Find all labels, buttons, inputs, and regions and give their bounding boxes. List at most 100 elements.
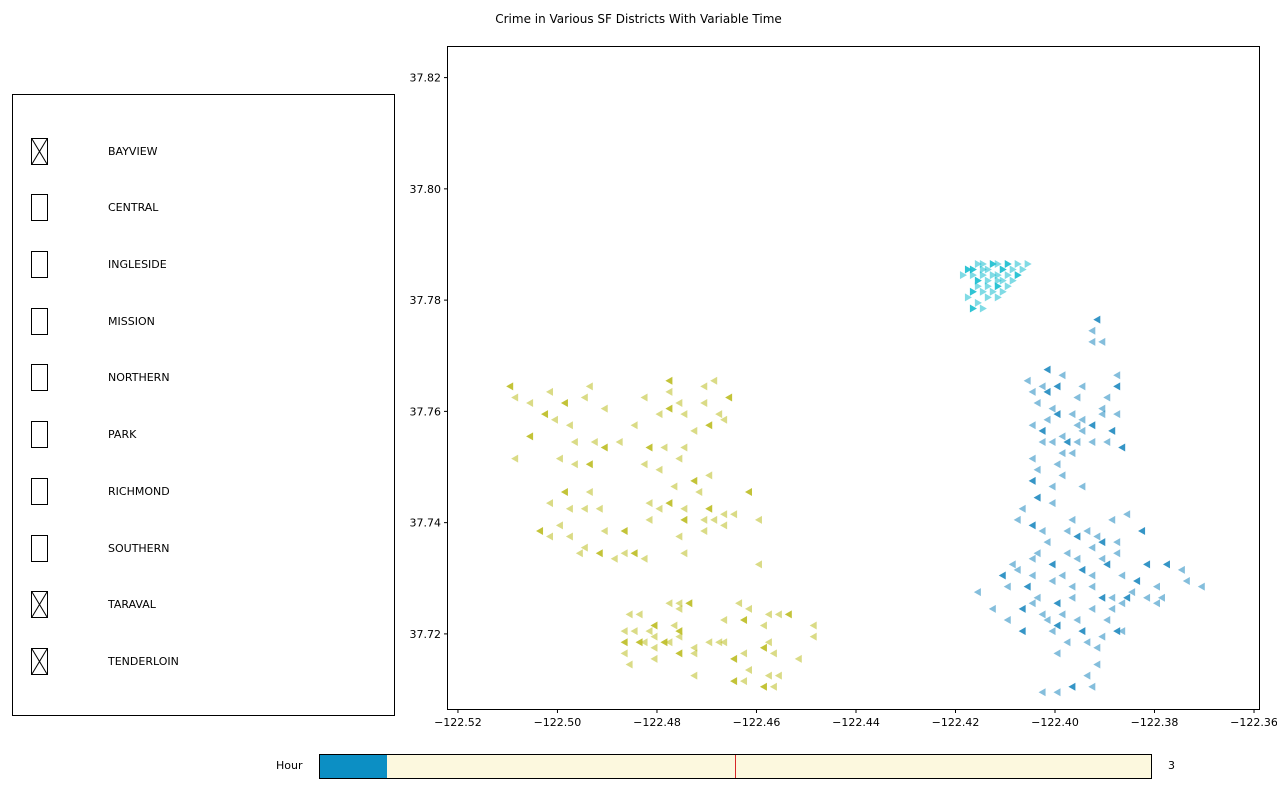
- data-point-taraval: [705, 638, 713, 647]
- data-point-bayview: [1068, 449, 1076, 458]
- data-point-bayview: [1053, 382, 1061, 391]
- data-point-bayview: [1098, 538, 1106, 547]
- checkbox-northern[interactable]: NORTHERN: [13, 363, 394, 395]
- data-point-taraval: [665, 599, 673, 608]
- checkbox-label: TARAVAL: [108, 598, 156, 611]
- checkbox-mission[interactable]: MISSION: [13, 307, 394, 339]
- checkbox-box[interactable]: [31, 421, 48, 448]
- data-point-taraval: [764, 671, 772, 680]
- data-point-bayview: [1053, 410, 1061, 419]
- data-point-tenderloin: [969, 287, 977, 296]
- data-point-taraval: [620, 638, 628, 647]
- data-point-bayview: [1028, 571, 1036, 580]
- data-point-taraval: [675, 399, 683, 408]
- checkbox-label: CENTRAL: [108, 201, 159, 214]
- checkbox-box[interactable]: [31, 478, 48, 505]
- data-point-taraval: [645, 443, 653, 452]
- data-point-bayview: [1078, 426, 1086, 435]
- data-point-bayview: [1078, 382, 1086, 391]
- data-point-bayview: [1078, 415, 1086, 424]
- data-point-bayview: [1073, 437, 1081, 446]
- data-point-bayview: [1108, 593, 1116, 602]
- data-point-tenderloin: [1024, 259, 1032, 268]
- data-point-bayview: [1088, 582, 1096, 591]
- checkbox-ingleside[interactable]: INGLESIDE: [13, 250, 394, 282]
- data-point-tenderloin: [979, 271, 987, 280]
- data-point-taraval: [685, 599, 693, 608]
- data-point-taraval: [585, 460, 593, 469]
- checkbox-mark-icon: [32, 649, 47, 674]
- checkbox-box[interactable]: [31, 251, 48, 278]
- data-point-taraval: [640, 554, 648, 563]
- x-axis-ticks: −122.52 −122.50 −122.48 −122.46 −122.44 −122.…: [434, 709, 1277, 729]
- data-point-bayview: [1098, 554, 1106, 563]
- data-point-bayview: [1058, 571, 1066, 580]
- data-point-bayview: [1118, 599, 1126, 608]
- data-point-tenderloin: [979, 304, 987, 313]
- x-tick-label: −122.38: [1131, 716, 1179, 729]
- data-point-taraval: [635, 610, 643, 619]
- checkbox-southern[interactable]: SOUTHERN: [13, 534, 394, 566]
- data-point-bayview: [1098, 404, 1106, 413]
- data-point-taraval: [665, 376, 673, 385]
- data-point-taraval: [745, 488, 753, 497]
- checkbox-taraval[interactable]: TARAVAL: [13, 590, 394, 622]
- data-point-bayview: [1098, 410, 1106, 419]
- checkbox-box[interactable]: [31, 194, 48, 221]
- checkbox-richmond[interactable]: RICHMOND: [13, 477, 394, 509]
- data-point-taraval: [536, 526, 544, 535]
- data-point-taraval: [769, 682, 777, 691]
- data-point-taraval: [680, 549, 688, 558]
- data-point-tenderloin: [1004, 282, 1012, 291]
- data-point-bayview: [1083, 526, 1091, 535]
- checkbox-box[interactable]: [31, 591, 48, 618]
- data-point-taraval: [526, 432, 534, 441]
- data-point-taraval: [715, 410, 723, 419]
- checkbox-box[interactable]: [31, 138, 48, 165]
- data-point-bayview: [1063, 638, 1071, 647]
- data-point-bayview: [1103, 560, 1111, 569]
- data-point-taraval: [720, 615, 728, 624]
- data-point-taraval: [635, 638, 643, 647]
- data-point-bayview: [1088, 421, 1096, 430]
- hour-slider[interactable]: [319, 754, 1152, 779]
- data-point-bayview: [1103, 615, 1111, 624]
- hour-slider-initial-marker: [735, 755, 736, 778]
- data-point-taraval: [650, 654, 658, 663]
- data-point-bayview: [1038, 382, 1046, 391]
- y-tick-label: 37.72: [410, 628, 442, 641]
- data-point-taraval: [650, 632, 658, 641]
- checkbox-box[interactable]: [31, 535, 48, 562]
- data-point-taraval: [710, 515, 718, 524]
- data-point-tenderloin: [994, 282, 1002, 291]
- checkbox-label: RICHMOND: [108, 485, 170, 498]
- data-point-taraval: [620, 649, 628, 658]
- data-point-bayview: [1023, 376, 1031, 385]
- data-point-taraval: [690, 476, 698, 485]
- data-point-bayview: [1003, 615, 1011, 624]
- data-point-bayview: [1083, 638, 1091, 647]
- checkbox-bayview[interactable]: BAYVIEW: [13, 137, 394, 169]
- data-point-taraval: [640, 638, 648, 647]
- data-point-taraval: [695, 488, 703, 497]
- checkbox-box[interactable]: [31, 364, 48, 391]
- data-point-tenderloin: [989, 271, 997, 280]
- data-point-bayview: [1162, 560, 1170, 569]
- data-point-taraval: [650, 643, 658, 652]
- data-point-bayview: [1063, 549, 1071, 558]
- scatter-markers: [506, 259, 1205, 697]
- checkbox-box[interactable]: [31, 308, 48, 335]
- data-point-bayview: [1133, 577, 1141, 586]
- data-point-bayview: [1048, 437, 1056, 446]
- data-point-bayview: [1043, 538, 1051, 547]
- data-point-tenderloin: [994, 276, 1002, 285]
- data-point-tenderloin: [1014, 259, 1022, 268]
- data-point-bayview: [1088, 326, 1096, 335]
- data-point-taraval: [769, 649, 777, 658]
- checkbox-central[interactable]: CENTRAL: [13, 193, 394, 225]
- data-point-taraval: [700, 526, 708, 535]
- checkbox-tenderloin[interactable]: TENDERLOIN: [13, 647, 394, 679]
- data-point-taraval: [720, 638, 728, 647]
- checkbox-park[interactable]: PARK: [13, 420, 394, 452]
- checkbox-box[interactable]: [31, 648, 48, 675]
